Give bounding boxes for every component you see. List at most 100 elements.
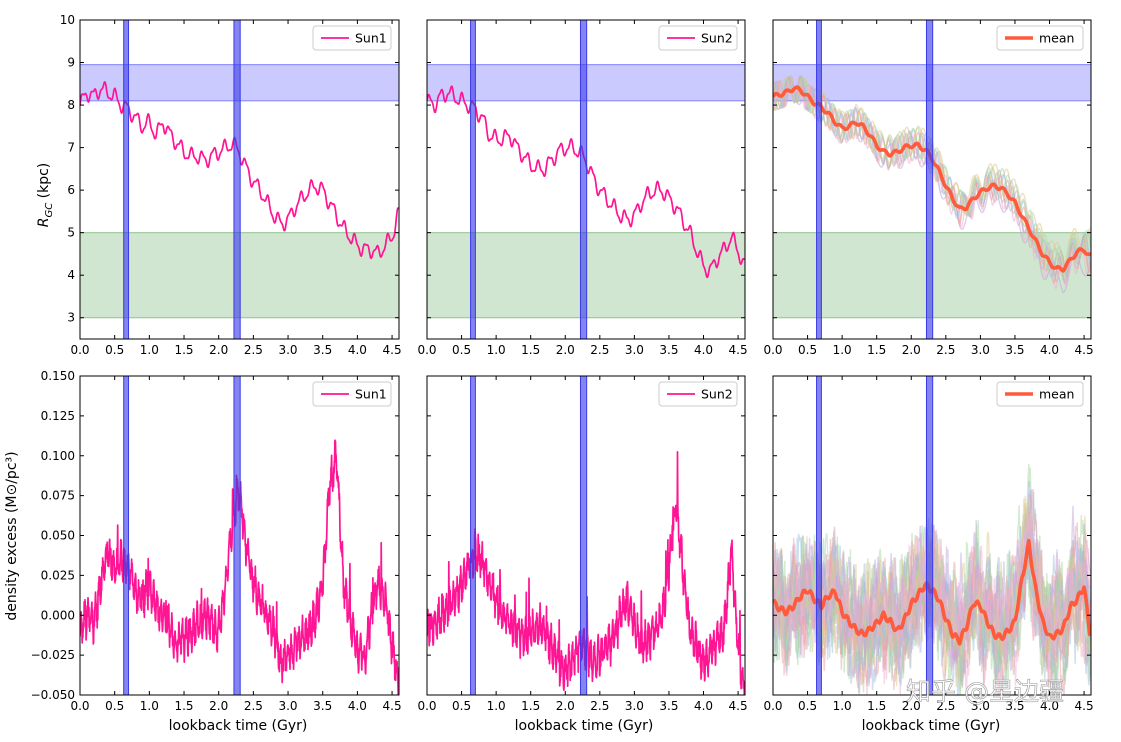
x-tick-label: 4.5	[729, 343, 748, 357]
x-tick-label: 0.5	[798, 343, 817, 357]
legend-box	[658, 25, 738, 51]
legend-box	[312, 25, 392, 51]
y-tick-label: 0.000	[41, 608, 75, 622]
vertical-band	[579, 376, 588, 695]
legend-label: Sun1	[355, 31, 387, 46]
x-tick-label: 2.5	[936, 699, 955, 713]
legend-box	[996, 25, 1084, 51]
vertical-band	[233, 20, 241, 339]
vertical-band	[233, 376, 241, 695]
y-tick-label: 4	[67, 268, 75, 282]
legend-box	[658, 381, 738, 407]
plot-area	[773, 20, 1091, 339]
x-tick-label: 1.0	[140, 343, 159, 357]
x-axis-label-right: lookback time (Gyr)	[862, 718, 1001, 734]
legend-label: mean	[1039, 31, 1074, 46]
axes-frame	[79, 19, 400, 340]
x-tick-label: 1.0	[487, 343, 506, 357]
x-tick-label: 0.5	[798, 699, 817, 713]
y-tick-label: 6	[67, 183, 75, 197]
x-tick-label: 1.0	[833, 699, 852, 713]
x-tick-label: 3.0	[278, 343, 297, 357]
vertical-band	[470, 376, 476, 695]
vertical-band	[925, 376, 934, 695]
legend: Sun2	[658, 381, 738, 407]
plot-area	[80, 376, 399, 695]
plot-area	[427, 376, 745, 695]
x-tick-label: 4.0	[1040, 343, 1059, 357]
panel-bottom-right: 0.0 0.5 1.0 1.5 2.0 2.5 3.0 3.5 4.0 4.5 mean	[763, 375, 1094, 713]
x-tick-label: 4.5	[1075, 343, 1094, 357]
x-tick-label: 0.5	[452, 343, 471, 357]
y-tick-label: 7	[67, 141, 75, 155]
top-ylabel: RGC (kpc)	[36, 163, 55, 228]
legend-box	[312, 381, 392, 407]
x-tick-label: 0.5	[105, 343, 124, 357]
legend-label: Sun2	[701, 387, 733, 402]
y-tick-label: 8	[67, 98, 75, 112]
legend: mean	[996, 381, 1084, 407]
x-axis-label-left: lookback time (Gyr)	[169, 718, 308, 734]
x-tick-label: 4.5	[383, 699, 402, 713]
x-tick-label: 1.5	[521, 699, 540, 713]
x-tick-label: 1.5	[174, 699, 193, 713]
x-tick-label: 1.5	[174, 343, 193, 357]
legend-box	[996, 381, 1084, 407]
y-tick-label: 5	[67, 226, 75, 240]
x-tick-label: 3.0	[625, 343, 644, 357]
x-tick-label: 3.5	[1005, 699, 1024, 713]
axes-frame	[426, 19, 746, 340]
vertical-band	[925, 20, 934, 339]
x-tick-label: 3.0	[625, 699, 644, 713]
x-tick-label: 4.0	[694, 343, 713, 357]
axes-frame	[772, 19, 1092, 340]
x-tick-label: 2.0	[209, 699, 228, 713]
x-tick-label: 2.5	[590, 343, 609, 357]
panel-bottom-left: 0.0 0.5 1.0 1.5 2.0 2.5 3.0 3.5 4.0 4.5 −0.050 −0.0…	[31, 369, 402, 713]
x-tick-label: 2.0	[902, 699, 921, 713]
x-tick-label: 0.0	[763, 343, 782, 357]
x-tick-label: 2.0	[902, 343, 921, 357]
x-axis-label-middle: lookback time (Gyr)	[515, 718, 654, 734]
x-tick-label: 4.0	[348, 699, 367, 713]
x-tick-label: 3.5	[313, 343, 332, 357]
y-tick-label: 0.125	[41, 409, 75, 423]
plot-area	[427, 20, 745, 339]
legend: Sun2	[658, 25, 738, 51]
x-tick-label: 0.5	[105, 699, 124, 713]
legend-label: Sun2	[701, 31, 733, 46]
x-tick-label: 3.5	[659, 343, 678, 357]
x-tick-label: 1.5	[867, 699, 886, 713]
vertical-band	[816, 376, 822, 695]
watermark: 知乎 @星边疆	[906, 677, 1064, 706]
y-tick-label: 3	[67, 311, 75, 325]
x-tick-label: 4.0	[1040, 699, 1059, 713]
plot-area	[773, 376, 1091, 695]
x-tick-label: 2.5	[244, 699, 263, 713]
vertical-band	[470, 20, 476, 339]
x-tick-label: 4.0	[348, 343, 367, 357]
x-tick-label: 1.5	[521, 343, 540, 357]
panel-top-middle: 0.0 0.5 1.0 1.5 2.0 2.5 3.0 3.5 4.0 4.5 Sun2	[417, 19, 748, 357]
y-tick-label: −0.050	[31, 688, 75, 702]
x-tick-label: 1.5	[867, 343, 886, 357]
x-tick-label: 4.5	[729, 699, 748, 713]
x-tick-label: 0.0	[417, 699, 436, 713]
y-tick-label: 10	[60, 13, 75, 27]
x-tick-label: 0.0	[763, 699, 782, 713]
y-tick-label: 0.025	[41, 568, 75, 582]
x-tick-label: 3.0	[971, 699, 990, 713]
panels: 0.0 0.5 1.0 1.5 2.0 2.5 3.0 3.5 4.0 4.5 3 4 5 6 7 8 9 10 S…	[31, 13, 1094, 713]
plot-area	[80, 20, 399, 339]
x-tick-label: 3.5	[1005, 343, 1024, 357]
y-tick-label: 0.100	[41, 449, 75, 463]
x-tick-label: 0.0	[70, 699, 89, 713]
x-tick-label: 2.5	[590, 699, 609, 713]
y-tick-label: 9	[67, 56, 75, 70]
legend: mean	[996, 25, 1084, 51]
vertical-band	[579, 20, 588, 339]
vertical-band	[816, 20, 822, 339]
panel-top-right: 0.0 0.5 1.0 1.5 2.0 2.5 3.0 3.5 4.0 4.5 mean	[763, 19, 1094, 357]
x-tick-label: 1.0	[140, 699, 159, 713]
